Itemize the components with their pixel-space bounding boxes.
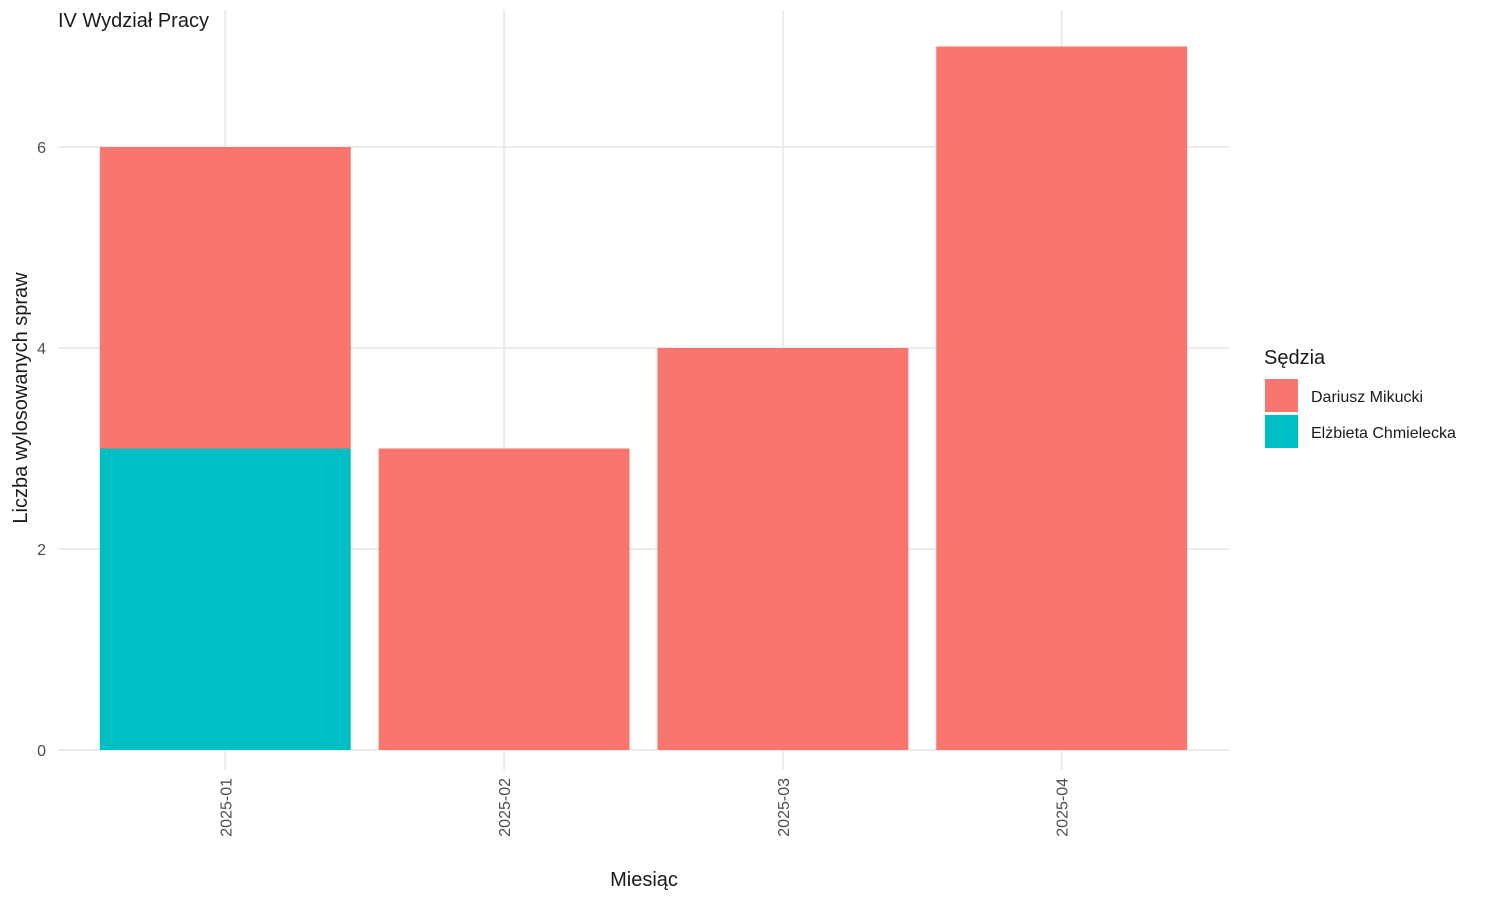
legend-swatch (1265, 379, 1298, 412)
legend-label: Elżbieta Chmielecka (1311, 425, 1456, 442)
legend-title: Sędzia (1264, 347, 1326, 369)
x-tick-label: 2025-04 (1055, 778, 1072, 837)
x-tick-label: 2025-01 (218, 778, 235, 837)
x-tick-label: 2025-03 (776, 778, 793, 837)
x-axis-title: Miesiąc (610, 869, 678, 891)
legend-items: Dariusz Mikucki Elżbieta Chmielecka (1265, 379, 1456, 448)
y-tick-label: 6 (37, 140, 46, 157)
bars (99, 46, 1188, 750)
y-axis-ticks: 0 2 4 6 (37, 140, 46, 760)
bar-segment (657, 348, 909, 750)
y-tick-label: 2 (37, 542, 46, 559)
bar-segment (378, 448, 630, 750)
legend: Sędzia Dariusz Mikucki Elżbieta Chmieleck… (1264, 347, 1456, 448)
y-tick-label: 0 (37, 743, 46, 760)
x-tick-label: 2025-02 (497, 778, 514, 837)
chart-title: IV Wydział Pracy (58, 10, 209, 32)
bar-segment (99, 147, 351, 449)
bar-segment (99, 448, 351, 750)
legend-swatch (1265, 415, 1298, 448)
legend-label: Dariusz Mikucki (1311, 389, 1423, 406)
y-axis-title: Liczba wylosowanych spraw (10, 272, 32, 524)
bar-segment (936, 46, 1188, 750)
x-axis-ticks: 2025-01 2025-02 2025-03 2025-04 (218, 778, 1071, 837)
y-tick-label: 4 (37, 341, 46, 358)
